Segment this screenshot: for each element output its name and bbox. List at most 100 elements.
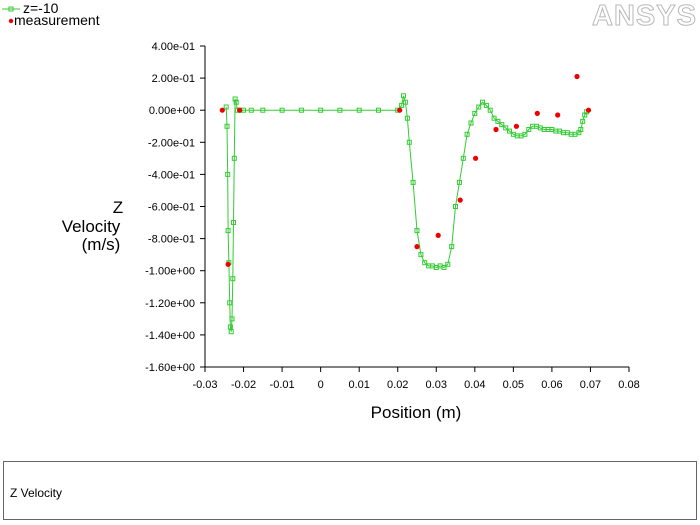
- simulation-line: [225, 95, 588, 332]
- simulation-point: [233, 99, 239, 105]
- y-tick-label: -2.00e-01: [148, 137, 195, 149]
- x-tick-label: -0.03: [192, 379, 217, 391]
- simulation-point: [227, 300, 233, 306]
- x-tick-label: -0.02: [231, 379, 256, 391]
- simulation-point: [483, 102, 489, 108]
- simulation-point: [225, 228, 231, 234]
- simulation-point: [476, 104, 482, 110]
- simulation-point: [229, 316, 235, 322]
- simulation-point: [228, 329, 234, 335]
- simulation-point: [410, 179, 416, 185]
- simulation-point: [248, 107, 254, 113]
- simulation-point: [406, 139, 412, 145]
- simulation-point: [453, 204, 458, 209]
- legend-simulation-marker: [8, 6, 14, 12]
- simulation-point: [468, 120, 474, 126]
- x-tick-label: 0.01: [348, 379, 369, 391]
- simulation-point: [402, 99, 408, 105]
- simulation-point: [376, 107, 381, 113]
- caption-panel: Z Velocity: [3, 461, 697, 520]
- simulation-point: [422, 260, 428, 266]
- measurement-point: [414, 244, 420, 250]
- simulation-point: [503, 125, 509, 131]
- legend-measurement-label: measurement: [14, 12, 100, 28]
- x-tick-label: -0.01: [270, 379, 295, 391]
- simulation-point: [404, 115, 410, 121]
- y-tick-label: -6.00e-01: [148, 202, 195, 214]
- simulation-point: [460, 155, 466, 161]
- x-tick-label: 0.08: [618, 379, 639, 391]
- x-axis: -0.03 -0.02 -0.01 0 0.01 0.02 0.03 0.04 0.05 0.06…: [192, 366, 640, 391]
- measurement-point: [397, 107, 403, 113]
- measurement-point: [225, 261, 231, 267]
- simulation-point: [230, 276, 236, 282]
- simulation-point: [495, 118, 501, 124]
- x-tick-label: 0.06: [541, 379, 562, 391]
- simulation-point: [522, 131, 528, 137]
- simulation-point: [449, 244, 455, 250]
- y-tick-label: 0.00e+00: [149, 105, 195, 117]
- chart-canvas: z=-10 measurement ANSYS 4.00e-01 2.00e-01…: [2, 0, 697, 422]
- measurement-point: [435, 232, 441, 238]
- ansys-logo: ANSYS: [592, 0, 697, 32]
- plot-area: [219, 73, 592, 335]
- simulation-point: [298, 107, 304, 113]
- measurement-point: [473, 155, 479, 161]
- x-tick-label: 0.02: [387, 379, 408, 391]
- simulation-point: [223, 104, 229, 110]
- x-tick-label: 0.07: [580, 379, 601, 391]
- y-tick-label: -1.60e+00: [145, 362, 195, 374]
- legend-measurement-marker: [8, 18, 14, 24]
- simulation-point: [464, 131, 470, 137]
- simulation-point: [318, 107, 324, 113]
- simulation-point: [227, 324, 233, 330]
- simulation-point: [445, 261, 451, 267]
- simulation-point: [441, 265, 447, 270]
- measurement-point: [219, 107, 225, 113]
- simulation-point: [480, 99, 485, 105]
- simulation-point: [231, 155, 237, 161]
- simulation-point: [337, 107, 343, 113]
- y-axis-title-line-2: Velocity: [62, 217, 121, 236]
- simulation-point: [578, 127, 584, 132]
- simulation-point: [472, 110, 478, 116]
- simulation-point: [260, 107, 266, 113]
- simulation-point: [231, 220, 236, 225]
- simulation-point: [279, 107, 285, 113]
- simulation-point: [487, 107, 493, 113]
- simulation-point: [225, 171, 231, 177]
- x-tick-label: 0.04: [464, 379, 485, 391]
- legend-simulation-label: z=-10: [23, 0, 59, 16]
- simulation-point: [414, 228, 420, 234]
- simulation-point: [491, 115, 497, 121]
- simulation-point: [224, 123, 230, 129]
- simulation-point: [401, 93, 406, 99]
- simulation-point: [507, 128, 512, 134]
- simulation-point: [418, 252, 424, 258]
- caption-title: Z Velocity: [10, 486, 63, 500]
- measurement-point: [534, 110, 540, 116]
- x-tick-label: 0: [318, 379, 324, 391]
- y-ticks: 4.00e-01 2.00e-01 0.00e+00 -2.00e-01 -4.00e-…: [145, 41, 205, 374]
- y-tick-label: -1.00e+00: [145, 266, 195, 278]
- simulation-point: [526, 127, 532, 132]
- y-axis: 4.00e-01 2.00e-01 0.00e+00 -2.00e-01 -4.00e-…: [145, 41, 206, 374]
- simulation-point: [456, 179, 462, 185]
- simulation-point: [399, 102, 405, 108]
- y-tick-label: -8.00e-01: [148, 234, 195, 246]
- x-tick-label: 0.03: [426, 379, 447, 391]
- x-axis-title: Position (m): [371, 403, 462, 422]
- y-tick-label: -1.20e+00: [145, 298, 195, 310]
- measurement-point: [585, 107, 592, 113]
- y-tick-label: 2.00e-01: [152, 73, 195, 85]
- x-ticks: -0.03 -0.02 -0.01 0 0.01 0.02 0.03 0.04 0.05 0.06…: [192, 367, 640, 391]
- y-axis-title-line-3: (m/s): [82, 235, 121, 254]
- y-tick-label: 4.00e-01: [152, 41, 195, 53]
- y-axis-title-line-1: Z: [113, 198, 123, 217]
- simulation-point: [499, 122, 505, 128]
- simulation-point: [232, 96, 238, 102]
- x-tick-label: 0.05: [503, 379, 524, 391]
- y-tick-label: -4.00e-01: [148, 169, 195, 181]
- measurement-point: [237, 107, 243, 113]
- measurement-point: [493, 126, 499, 133]
